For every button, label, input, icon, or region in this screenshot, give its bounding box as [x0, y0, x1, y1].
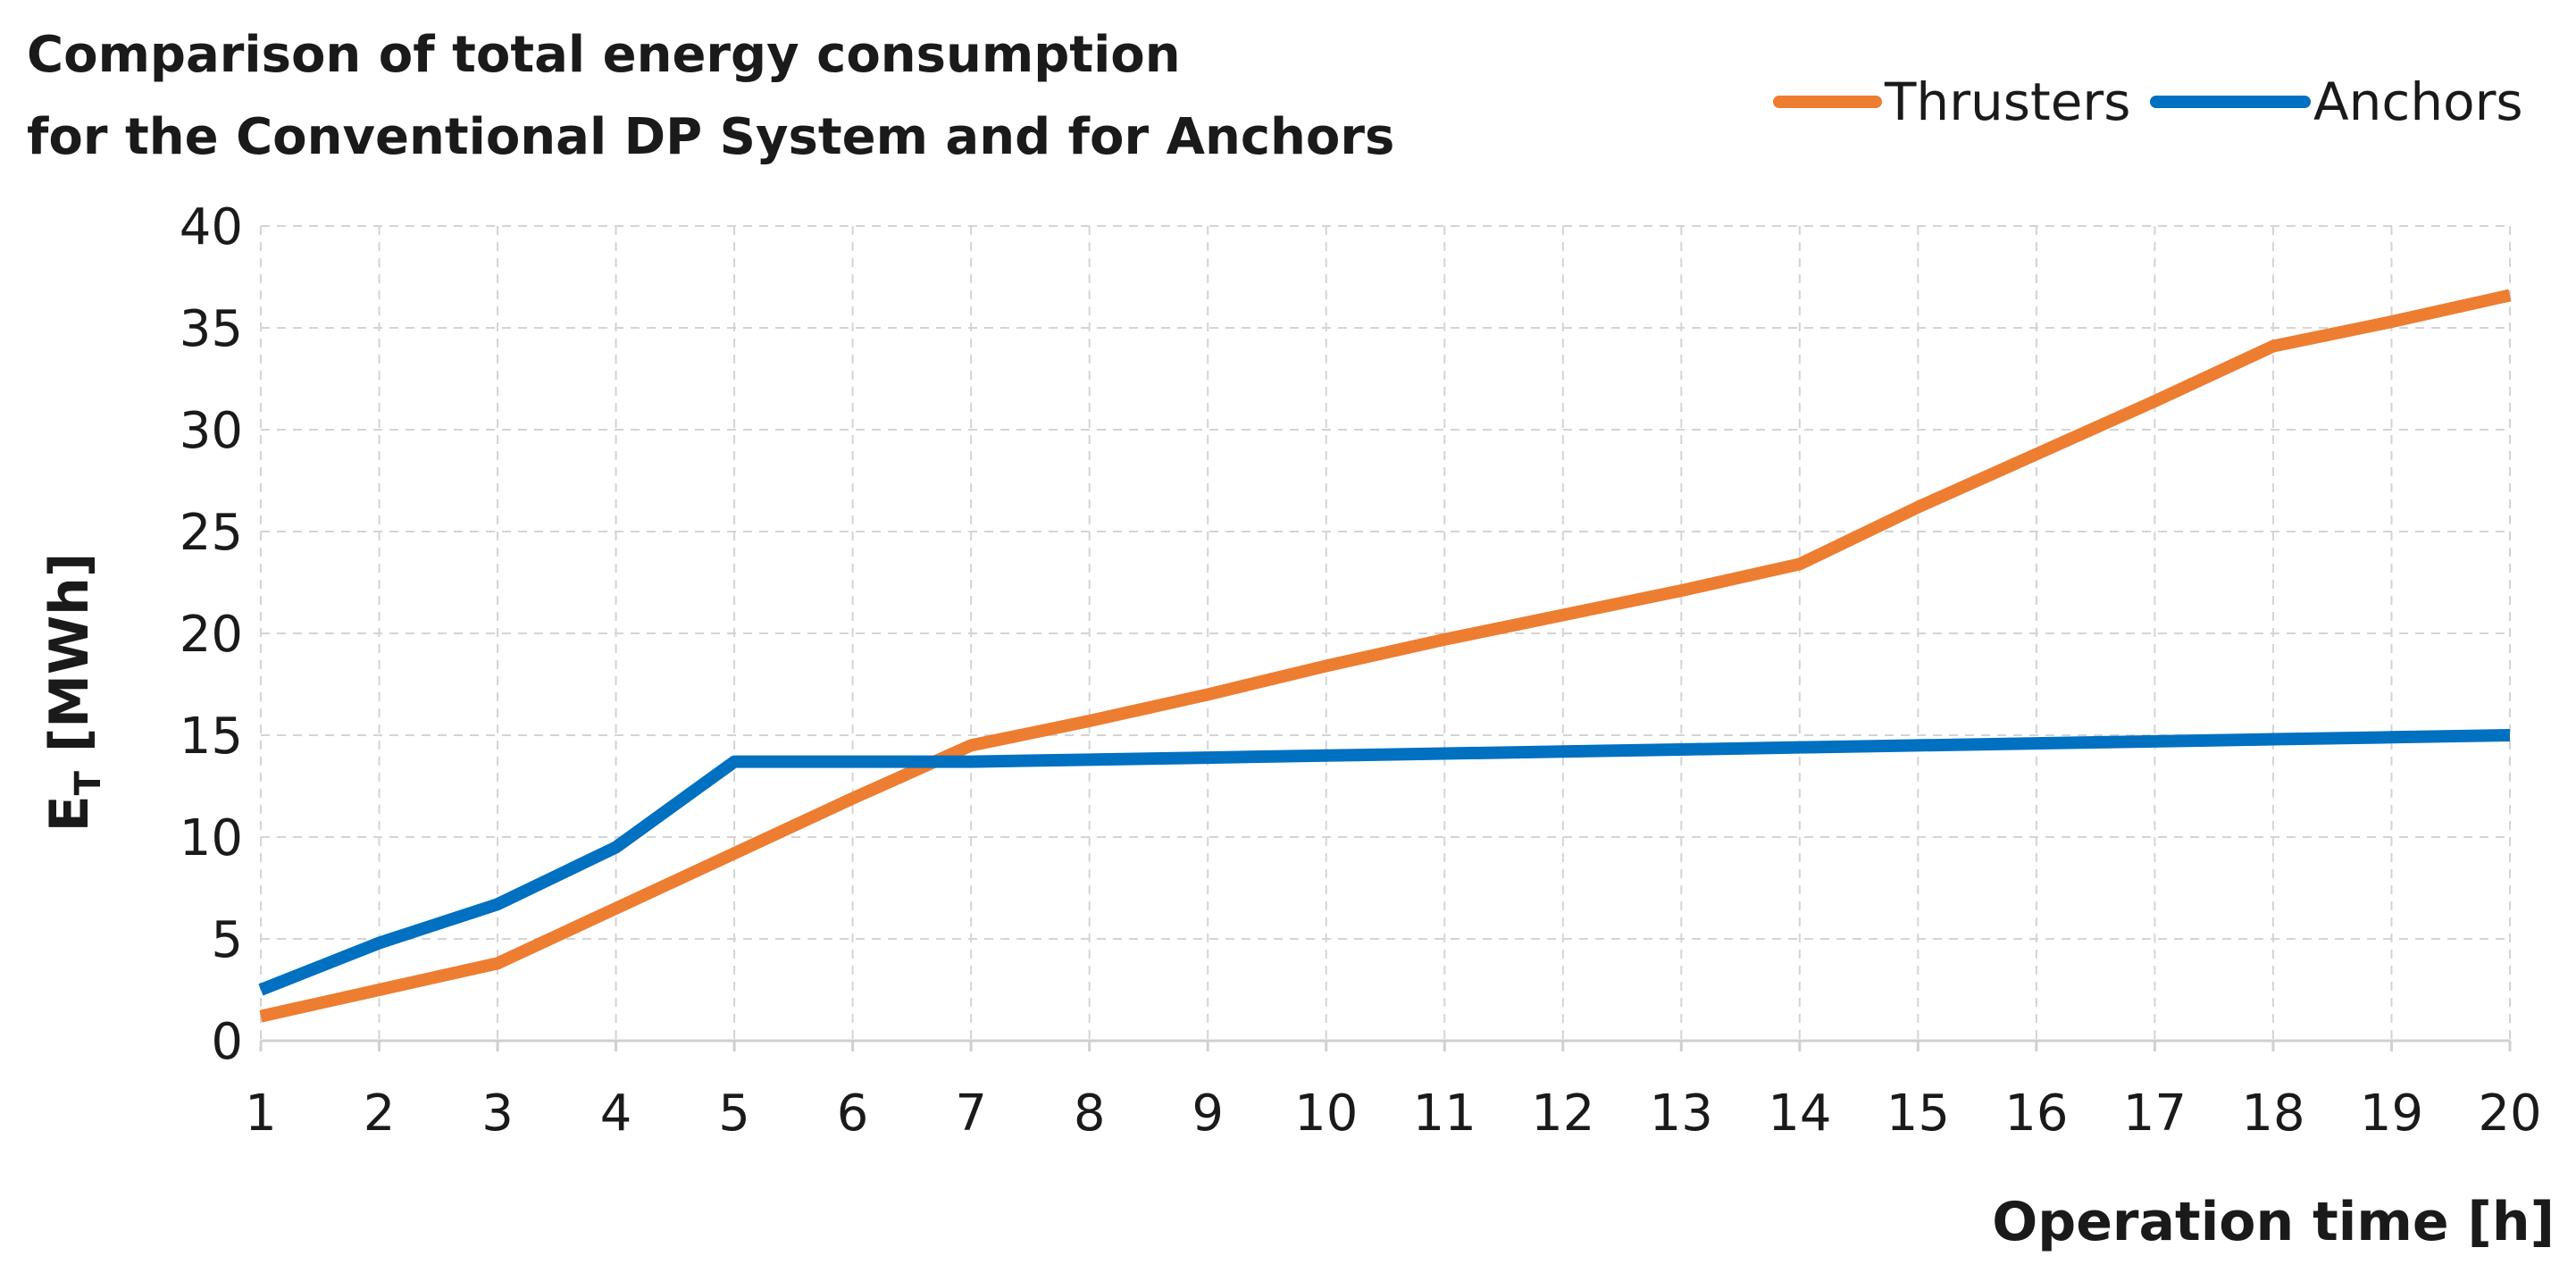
x-tick-label: 9 [1192, 1085, 1224, 1143]
x-tick-label: 13 [1650, 1085, 1713, 1143]
y-axis-title-main: E [38, 795, 101, 832]
x-tick-label: 10 [1294, 1085, 1358, 1143]
data-point-anchors [2030, 737, 2043, 750]
series-line-anchors [258, 729, 2511, 996]
x-tick-label: 3 [481, 1085, 514, 1143]
x-tick-label: 17 [2123, 1085, 2187, 1143]
legend-label-thrusters: Thrusters [1884, 71, 2131, 132]
data-point-thrusters [1438, 633, 1451, 646]
data-point-anchors [1794, 741, 1806, 754]
x-tick-label: 8 [1074, 1085, 1106, 1143]
data-point-thrusters [491, 957, 504, 969]
x-tick-label: 19 [2360, 1085, 2423, 1143]
y-axis-title-subscript: T [68, 770, 109, 795]
data-point-thrusters [2385, 315, 2397, 328]
data-point-anchors [1911, 739, 1924, 751]
data-point-thrusters [1794, 557, 1806, 570]
x-tick-label: 6 [837, 1085, 869, 1143]
data-point-anchors [2504, 729, 2516, 741]
x-tick-label: 18 [2241, 1085, 2304, 1143]
data-point-anchors [1675, 743, 1687, 756]
data-point-anchors [2148, 735, 2161, 748]
x-tick-label: 20 [2478, 1085, 2541, 1143]
data-point-anchors [1320, 750, 1333, 762]
data-point-anchors [255, 984, 267, 996]
y-tick-label: 40 [180, 198, 243, 256]
data-point-anchors [1438, 748, 1451, 760]
y-axis-title: ET [MWh] [38, 553, 109, 833]
y-tick-label: 25 [180, 504, 243, 562]
data-point-thrusters [2504, 289, 2516, 302]
x-tick-label: 1 [245, 1085, 277, 1143]
x-tick-label: 4 [600, 1085, 632, 1143]
chart-title-line-1: Comparison of total energy consumption [27, 26, 1181, 84]
data-point-thrusters [847, 792, 859, 805]
data-point-thrusters [728, 847, 740, 859]
chart-title-line-2: for the Conventional DP System and for A… [27, 108, 1394, 166]
data-point-thrusters [965, 739, 977, 751]
x-tick-label: 5 [718, 1085, 750, 1143]
data-point-thrusters [2267, 340, 2279, 353]
x-tick-label: 15 [1886, 1085, 1950, 1143]
y-tick-label: 20 [180, 606, 243, 664]
x-tick-label: 2 [364, 1085, 396, 1143]
data-point-thrusters [610, 902, 623, 915]
y-tick-label: 15 [180, 708, 243, 766]
data-point-thrusters [1083, 715, 1096, 727]
data-point-anchors [1083, 753, 1096, 766]
y-tick-label: 5 [211, 911, 243, 969]
data-point-thrusters [1911, 501, 1924, 514]
data-point-anchors [965, 756, 977, 768]
data-point-anchors [1557, 745, 1569, 758]
data-point-thrusters [1557, 608, 1569, 621]
x-tick-label: 14 [1768, 1085, 1831, 1143]
x-tick-label: 11 [1413, 1085, 1476, 1143]
x-tick-label: 16 [2004, 1085, 2068, 1143]
x-axis-title: Operation time [h] [1992, 1191, 2555, 1253]
series-line-thrusters [259, 289, 2512, 1023]
axes [259, 1039, 2512, 1051]
data-point-thrusters [1201, 688, 1214, 700]
data-point-thrusters [1320, 659, 1333, 672]
x-tick-label: 7 [955, 1085, 987, 1143]
y-tick-label: 0 [211, 1013, 243, 1071]
data-point-thrusters [1675, 584, 1687, 597]
series [255, 289, 2516, 1023]
y-tick-label: 35 [180, 300, 243, 358]
y-axis-title-unit: [MWh] [38, 553, 101, 771]
data-point-anchors [491, 898, 504, 910]
data-point-thrusters [2030, 448, 2043, 460]
x-tick-label: 12 [1531, 1085, 1594, 1143]
y-axis-ticks: 0 5 10 15 20 25 30 35 40 [180, 198, 243, 1071]
data-point-anchors [2385, 731, 2397, 743]
x-axis-ticks: 1 2 3 4 5 6 7 8 9 10 11 12 13 14 15 16 17 18 19 20 [245, 1085, 2541, 1143]
data-point-thrusters [255, 1010, 267, 1023]
data-point-thrusters [373, 984, 386, 996]
legend-label-anchors: Anchors [2313, 71, 2523, 132]
chart-title: Comparison of total energy consumption f… [27, 26, 1394, 166]
data-point-thrusters [2148, 395, 2161, 407]
data-point-anchors [728, 756, 740, 768]
grid [260, 225, 2511, 1041]
data-point-anchors [373, 937, 386, 950]
legend: Thrusters Anchors [1773, 71, 2523, 132]
data-point-anchors [1201, 751, 1214, 764]
y-tick-label: 10 [180, 809, 243, 867]
data-point-anchors [610, 841, 623, 853]
data-point-anchors [847, 756, 859, 768]
y-tick-label: 30 [180, 402, 243, 460]
data-point-anchors [2267, 733, 2279, 746]
